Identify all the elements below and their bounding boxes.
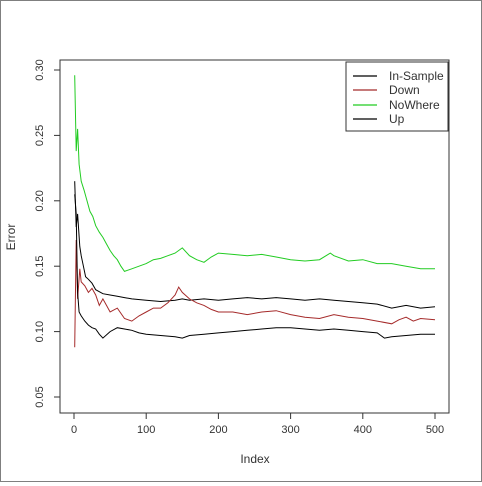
y-tick-label: 0.30: [34, 59, 46, 80]
y-tick-label: 0.10: [34, 321, 46, 342]
x-tick-label: 300: [281, 424, 299, 436]
x-axis: 0 100 200 300 400 500: [71, 412, 444, 436]
series-line-up: [74, 194, 435, 339]
y-axis: 0.05 0.10 0.15 0.20 0.25 0.30: [34, 59, 61, 408]
x-tick-label: 500: [426, 424, 444, 436]
series-line-in-sample: [74, 181, 436, 309]
series-line-nowhere: [74, 75, 435, 272]
x-tick-label: 0: [71, 424, 77, 436]
x-tick-label: 400: [354, 424, 372, 436]
x-tick-label: 200: [209, 424, 227, 436]
x-axis-title: Index: [240, 452, 269, 466]
legend-label-nowhere: NoWhere: [389, 98, 440, 112]
legend-label-down: Down: [389, 83, 420, 97]
legend-label-up: Up: [389, 112, 405, 126]
y-tick-label: 0.05: [34, 386, 46, 407]
series-layer: [74, 75, 436, 348]
legend-label-in-sample: In-Sample: [389, 69, 444, 83]
y-tick-label: 0.20: [34, 190, 46, 211]
x-tick-label: 100: [137, 424, 155, 436]
series-line-down: [74, 239, 436, 348]
y-axis-title: Error: [4, 224, 18, 251]
y-tick-label: 0.25: [34, 125, 46, 146]
legend: In-Sample Down NoWhere Up: [345, 61, 449, 132]
y-tick-label: 0.15: [34, 255, 46, 276]
